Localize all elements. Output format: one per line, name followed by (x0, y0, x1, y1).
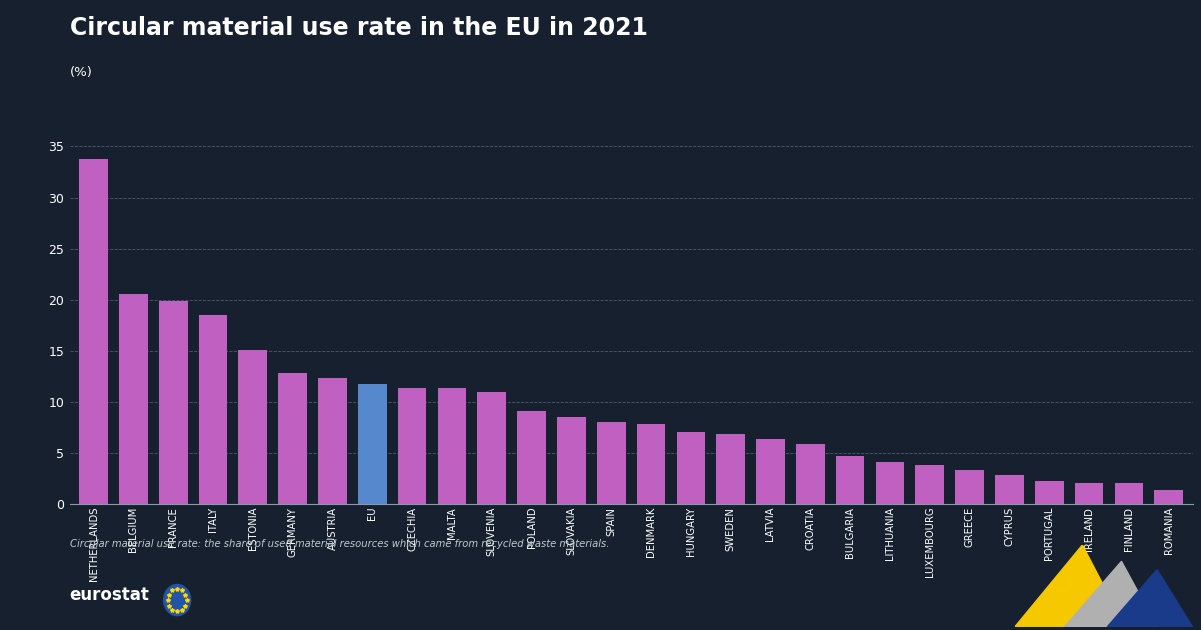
Bar (1075, 483, 1104, 504)
Bar (198, 315, 227, 504)
Text: (%): (%) (70, 66, 92, 79)
Bar (437, 387, 466, 504)
Bar (637, 425, 665, 504)
Polygon shape (1015, 545, 1125, 627)
Bar (955, 470, 984, 504)
Text: Circular material use rate in the EU in 2021: Circular material use rate in the EU in … (70, 16, 647, 40)
Bar (1154, 490, 1183, 504)
Bar (597, 422, 626, 504)
Text: eurostat: eurostat (70, 587, 150, 604)
Bar (518, 411, 546, 504)
Text: Circular material use rate: the share of used material resources which came from: Circular material use rate: the share of… (70, 539, 609, 549)
Bar (279, 373, 307, 504)
Bar (796, 444, 825, 504)
Bar (1115, 483, 1143, 504)
Bar (1035, 481, 1064, 504)
Bar (318, 379, 347, 504)
Bar (676, 432, 705, 504)
Bar (159, 301, 187, 504)
Bar (557, 417, 586, 504)
Bar (119, 294, 148, 504)
Bar (996, 476, 1023, 504)
Polygon shape (1107, 570, 1193, 627)
Bar (239, 350, 267, 504)
Bar (836, 456, 865, 504)
Bar (757, 438, 784, 504)
Bar (398, 387, 426, 504)
Bar (358, 384, 387, 504)
Bar (716, 433, 745, 504)
Polygon shape (1064, 561, 1157, 627)
Circle shape (163, 585, 191, 616)
Bar (876, 462, 904, 504)
Bar (478, 392, 506, 504)
Bar (915, 465, 944, 504)
Bar (79, 159, 108, 504)
